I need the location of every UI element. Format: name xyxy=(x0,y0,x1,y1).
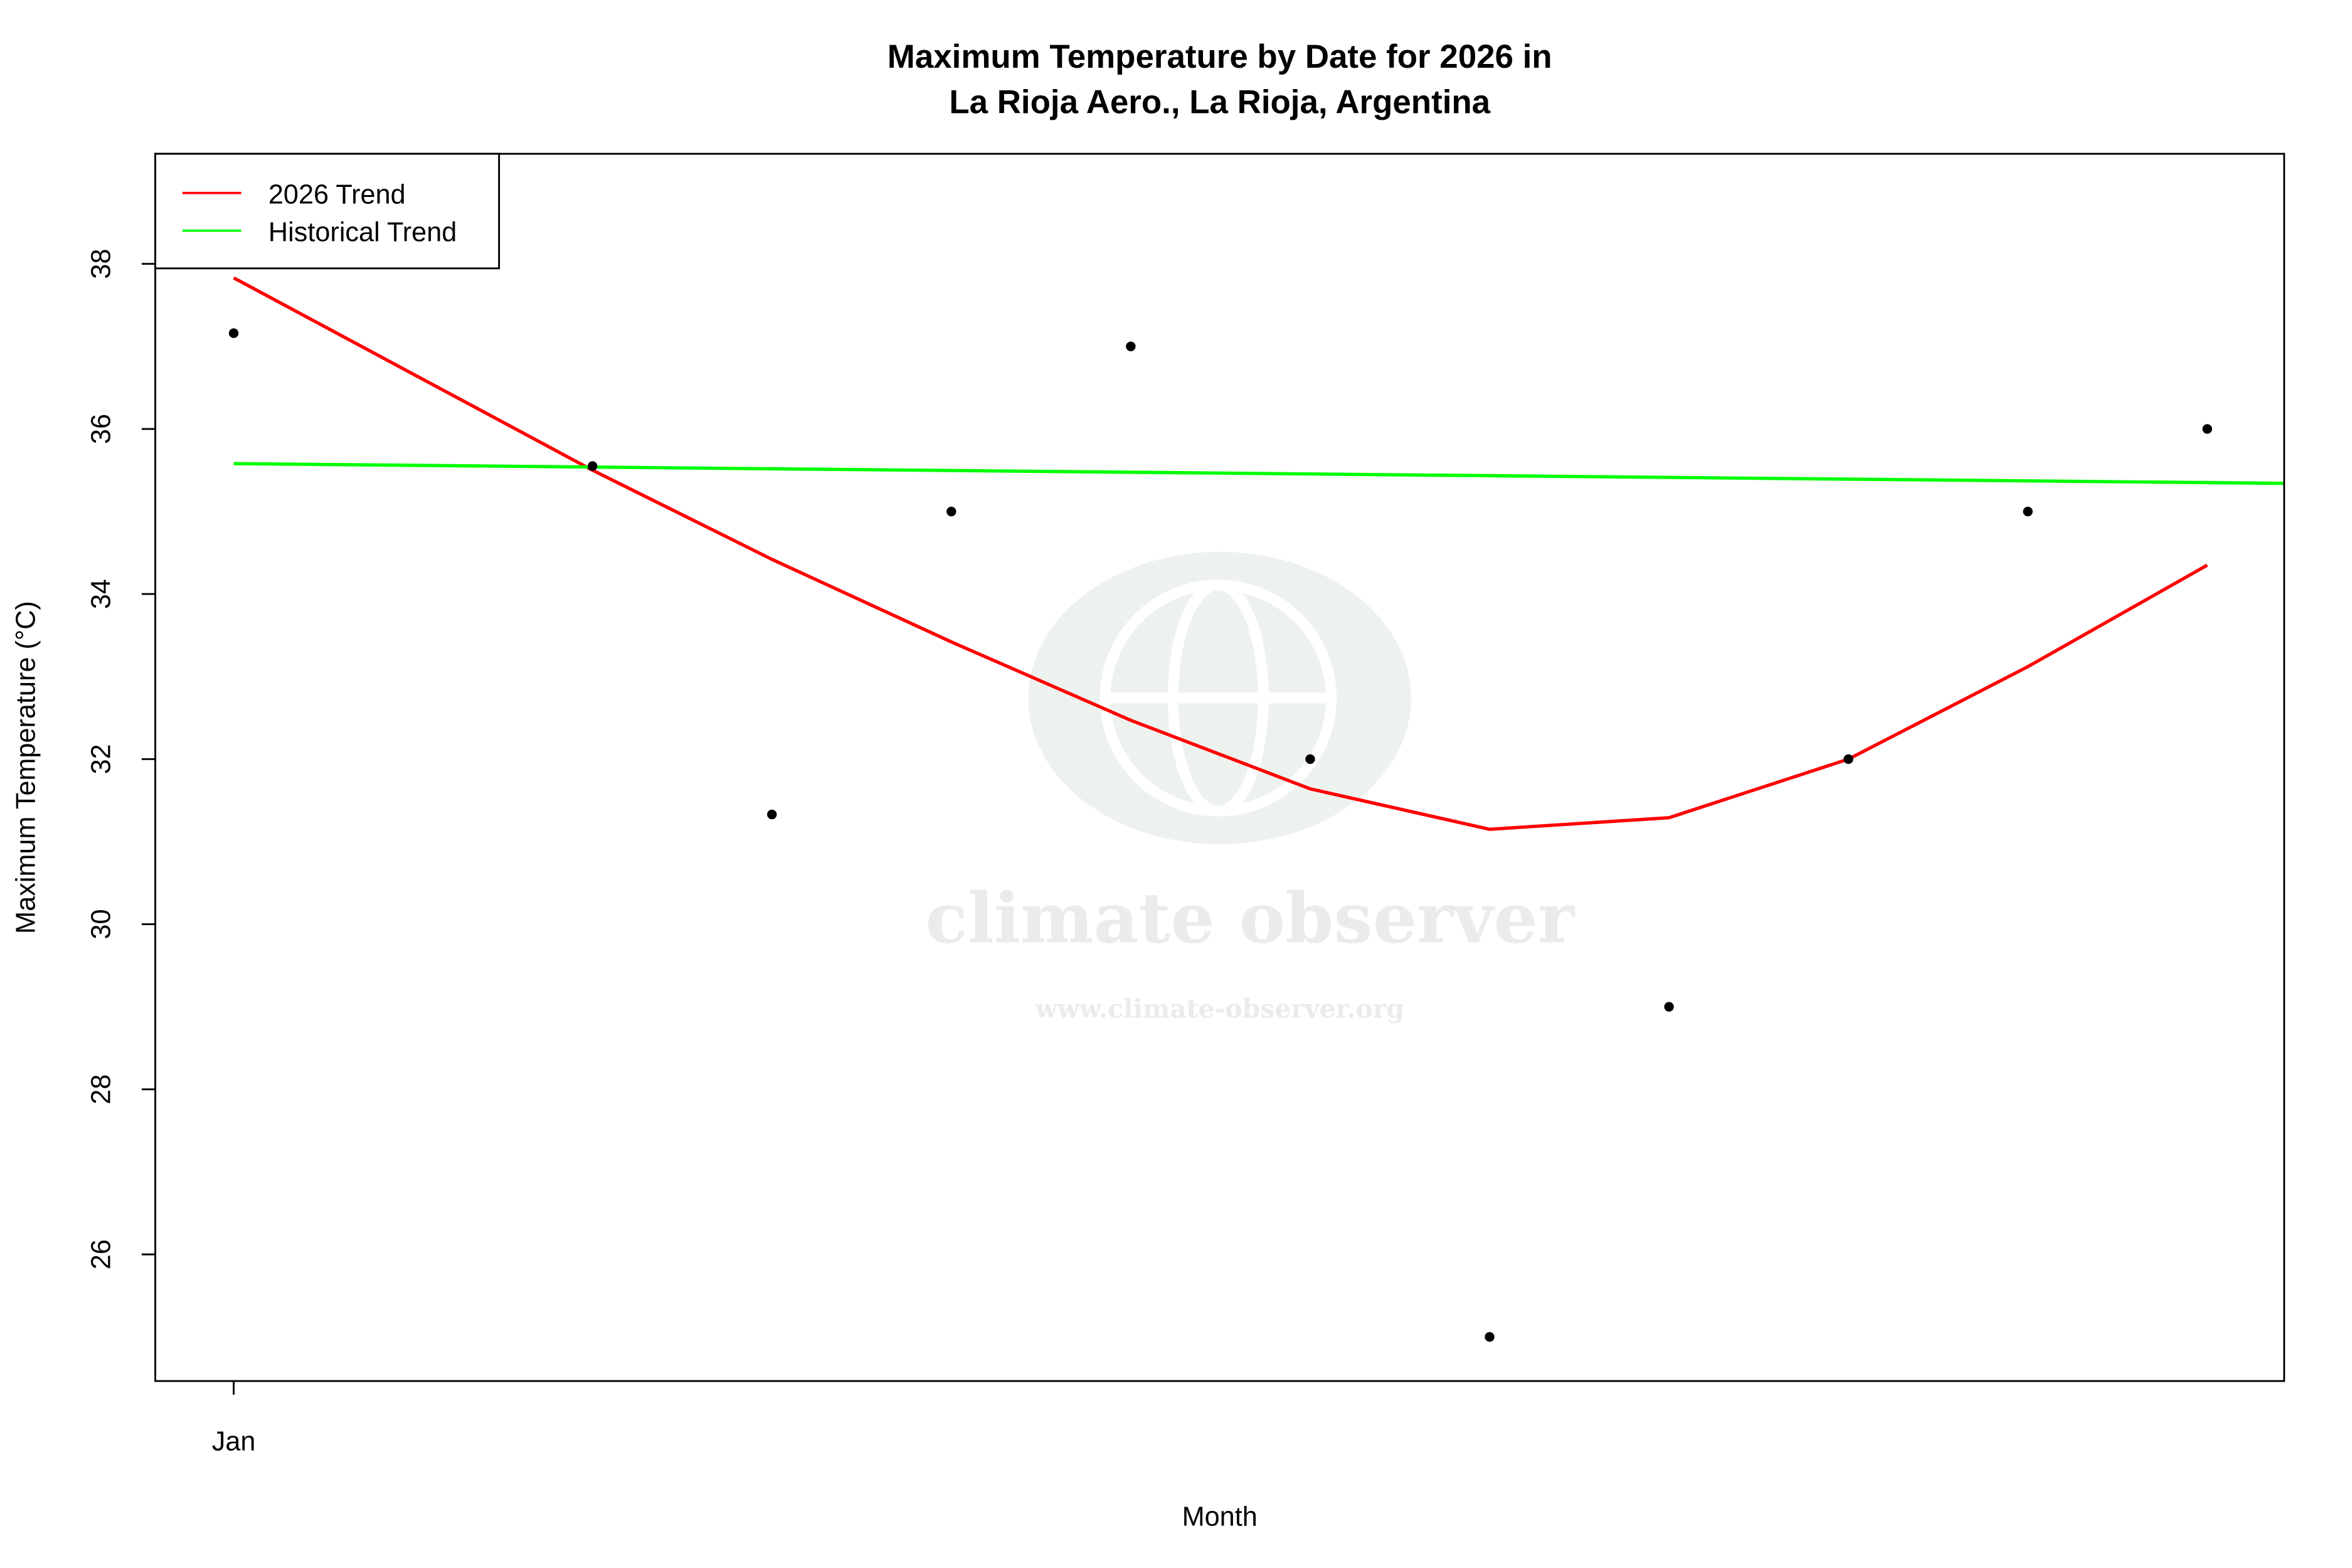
x-tick-label: Jan xyxy=(212,1427,256,1457)
y-tick-label: 36 xyxy=(86,414,116,444)
data-point xyxy=(1843,754,1853,765)
data-point xyxy=(2023,506,2033,517)
data-point xyxy=(228,328,239,338)
data-point xyxy=(2202,424,2212,434)
series-line-2026-trend xyxy=(233,276,2208,831)
data-point xyxy=(1664,1002,1674,1012)
plot-frame xyxy=(154,152,2286,1382)
series-line-historical-trend xyxy=(233,462,2284,485)
y-tick-label: 26 xyxy=(86,1239,116,1269)
x-axis-label: Month xyxy=(1182,1502,1258,1532)
data-point xyxy=(1305,754,1315,765)
y-tick-label: 38 xyxy=(86,249,116,279)
legend-label-historical-trend: Historical Trend xyxy=(268,218,457,248)
watermark: climate observer www.climate-observer.or… xyxy=(925,551,1576,1024)
data-point xyxy=(767,809,777,820)
chart-title: Maximum Temperature by Date for 2026 in xyxy=(887,38,1552,75)
chart-subtitle: La Rioja Aero., La Rioja, Argentina xyxy=(949,83,1490,120)
legend: 2026 Trend Historical Trend xyxy=(154,152,501,270)
legend-box xyxy=(154,152,501,270)
data-point xyxy=(588,461,598,471)
watermark-url: www.climate-observer.org xyxy=(1034,994,1404,1024)
y-tick-label: 34 xyxy=(86,579,116,609)
y-tick-label: 28 xyxy=(86,1074,116,1104)
watermark-name: climate observer xyxy=(925,877,1575,959)
data-point xyxy=(1485,1332,1495,1342)
data-point xyxy=(946,506,956,517)
data-point xyxy=(1126,341,1136,351)
legend-label-2026-trend: 2026 Trend xyxy=(268,180,406,210)
y-tick-label: 30 xyxy=(86,909,116,940)
y-tick-label: 32 xyxy=(86,744,116,774)
y-axis-label: Maximum Temperature (°C) xyxy=(11,601,41,934)
